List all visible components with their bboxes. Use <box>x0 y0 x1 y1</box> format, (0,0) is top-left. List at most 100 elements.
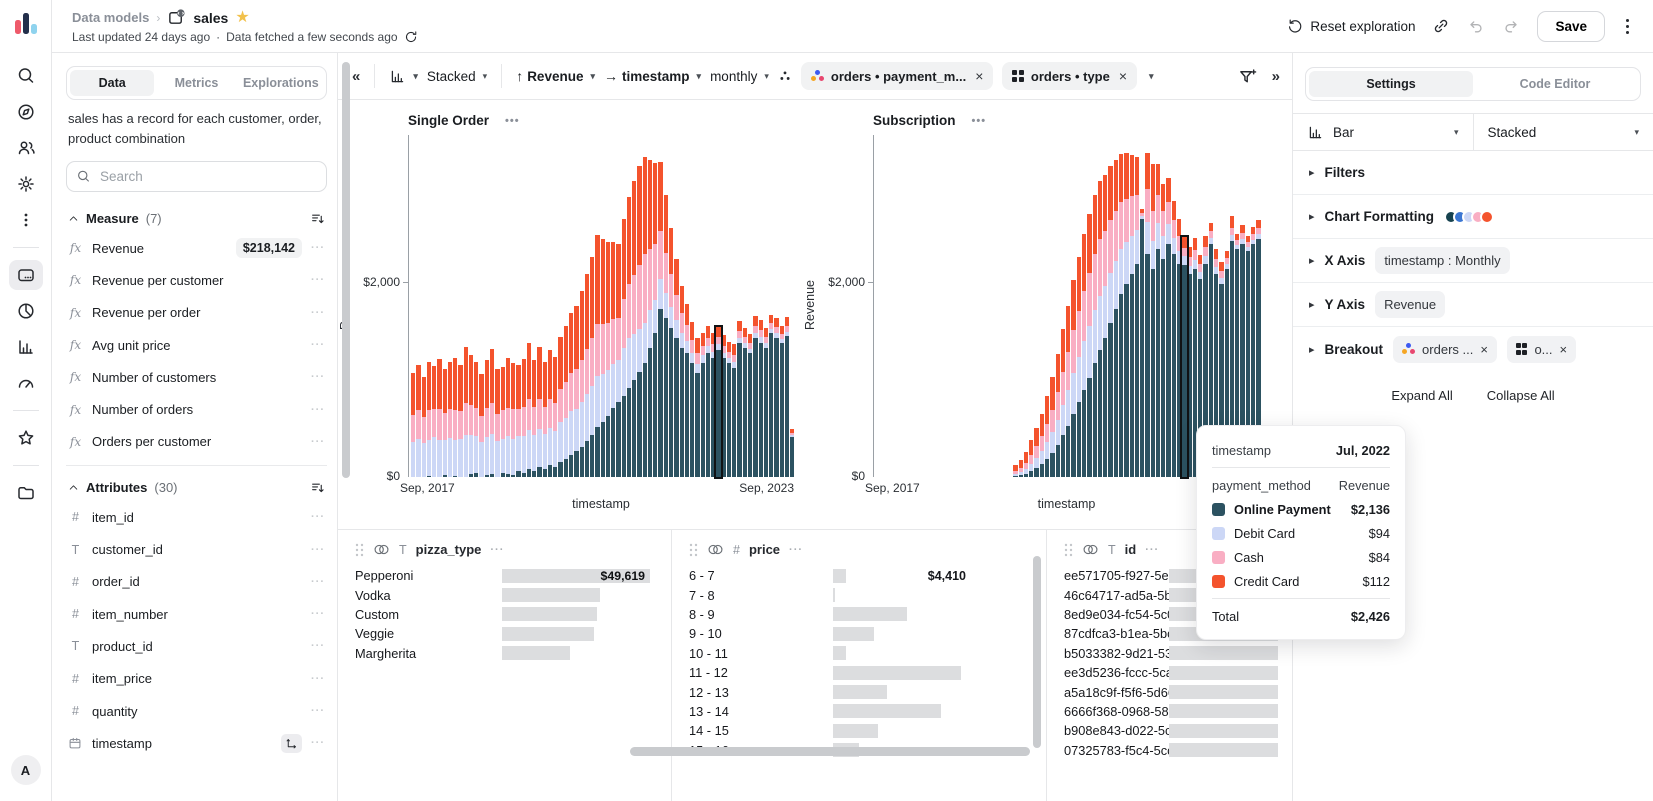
bar-column[interactable] <box>939 135 943 477</box>
bar-column[interactable] <box>929 135 933 477</box>
breakout-pill-type[interactable]: orders • type × <box>1002 62 1138 90</box>
bar-column[interactable] <box>642 135 647 477</box>
field-row-order_id[interactable]: # order_id ··· <box>66 566 327 598</box>
bar-column[interactable] <box>913 135 917 477</box>
bar-column[interactable] <box>1008 135 1012 477</box>
bar-chart-icon[interactable] <box>9 332 43 362</box>
bar-column[interactable] <box>887 135 891 477</box>
bar-column[interactable] <box>700 135 705 477</box>
bar-column[interactable] <box>489 135 495 477</box>
field-row-item_number[interactable]: # item_number ··· <box>66 598 327 630</box>
remove-pill-icon[interactable]: × <box>975 68 984 84</box>
table-row[interactable]: 07325783-f5c4-5cc... <box>1064 741 1278 760</box>
bar-column[interactable] <box>897 135 901 477</box>
bar-column[interactable] <box>1124 135 1129 477</box>
field-menu-icon[interactable]: ··· <box>311 737 325 750</box>
stack-mode-select[interactable]: Stacked ▾ <box>1474 114 1653 150</box>
field-menu-icon[interactable]: ··· <box>311 242 325 255</box>
bar-column[interactable] <box>437 135 442 477</box>
field-row-item_id[interactable]: # item_id ··· <box>66 501 327 533</box>
bar-column[interactable] <box>468 135 474 477</box>
bar-column[interactable] <box>411 135 416 477</box>
tab-metrics[interactable]: Metrics <box>174 76 219 90</box>
bar-column[interactable] <box>1166 135 1171 477</box>
collapse-left-icon[interactable]: « <box>352 67 361 85</box>
bar-column[interactable] <box>1192 135 1198 477</box>
bar-column[interactable] <box>1050 135 1055 477</box>
settings-gear-icon[interactable] <box>9 169 43 199</box>
bar-column[interactable] <box>621 135 626 477</box>
bar-column[interactable] <box>892 135 896 477</box>
bar-column[interactable] <box>769 135 774 477</box>
bar-column[interactable] <box>626 135 632 477</box>
section-chart-formatting[interactable]: ▸ Chart Formatting <box>1293 195 1653 239</box>
bar-column[interactable] <box>669 135 674 477</box>
bar-column[interactable] <box>511 135 516 477</box>
vertical-scrollbar[interactable] <box>1033 556 1041 748</box>
drag-handle-icon[interactable] <box>355 543 364 557</box>
add-filter-icon[interactable] <box>1238 67 1257 86</box>
bar-column[interactable] <box>516 135 521 477</box>
bar-column[interactable] <box>1224 135 1229 477</box>
table-row[interactable]: 6 - 7 $4,410 <box>689 566 1032 585</box>
column-menu-icon[interactable]: ··· <box>789 543 804 556</box>
section-x-axis[interactable]: ▸ X Axis timestamp : Monthly <box>1293 239 1653 283</box>
bar-column[interactable] <box>1214 135 1219 477</box>
bar-column[interactable] <box>1219 135 1224 477</box>
field-menu-icon[interactable]: ··· <box>311 339 325 352</box>
bar-column[interactable] <box>705 135 711 477</box>
bar-column[interactable] <box>1229 135 1235 477</box>
x-axis-pill[interactable]: timestamp : Monthly <box>1375 247 1510 274</box>
bar-column[interactable] <box>537 135 542 477</box>
table-row[interactable]: 7 - 8 <box>689 585 1032 604</box>
field-search[interactable] <box>66 161 327 192</box>
bar-column[interactable] <box>421 135 426 477</box>
bar-column[interactable] <box>442 135 447 477</box>
bar-column[interactable] <box>1071 135 1076 477</box>
bar-column[interactable] <box>1240 135 1245 477</box>
bar-column[interactable] <box>547 135 553 477</box>
field-menu-icon[interactable]: ··· <box>311 575 325 588</box>
bar-column[interactable] <box>1250 135 1256 477</box>
tab-code-editor[interactable]: Code Editor <box>1519 77 1591 91</box>
field-menu-icon[interactable]: ··· <box>311 306 325 319</box>
bar-column[interactable] <box>695 135 700 477</box>
refresh-icon[interactable] <box>404 30 418 44</box>
attributes-section-header[interactable]: Attributes (30) <box>66 473 327 501</box>
bar-column[interactable] <box>1018 135 1023 477</box>
field-menu-icon[interactable]: ··· <box>311 672 325 685</box>
bar-column[interactable] <box>918 135 922 477</box>
bar-column[interactable] <box>1066 135 1071 477</box>
field-menu-icon[interactable]: ··· <box>311 403 325 416</box>
bar-column[interactable] <box>742 135 747 477</box>
bar-column[interactable] <box>1129 135 1134 477</box>
bar-column[interactable] <box>711 135 716 477</box>
bar-column[interactable] <box>1097 135 1103 477</box>
field-row-number-of-orders[interactable]: fx Number of orders ··· <box>66 393 327 425</box>
bar-column[interactable] <box>647 135 653 477</box>
bar-column[interactable] <box>1177 135 1182 477</box>
bar-column[interactable] <box>568 135 574 477</box>
bar-column[interactable] <box>637 135 642 477</box>
bar-column[interactable] <box>779 135 784 477</box>
bar-column[interactable] <box>416 135 421 477</box>
bar-column[interactable] <box>474 135 479 477</box>
bar-column[interactable] <box>453 135 458 477</box>
more-kebab-icon[interactable] <box>9 205 43 235</box>
granularity-dropdown[interactable]: monthly ▾ <box>710 69 769 84</box>
bar-column[interactable] <box>908 135 912 477</box>
bar-column[interactable] <box>1081 135 1087 477</box>
bar-column[interactable] <box>1103 135 1108 477</box>
section-breakout[interactable]: ▸ Breakout orders ... × o... × <box>1293 327 1653 371</box>
bar-column[interactable] <box>763 135 769 477</box>
breakout-pill-payment-method[interactable]: orders • payment_m... × <box>800 62 994 90</box>
bar-column[interactable] <box>714 135 723 480</box>
field-row-revenue-per-order[interactable]: fx Revenue per order ··· <box>66 297 327 329</box>
field-menu-icon[interactable]: ··· <box>311 274 325 287</box>
bar-column[interactable] <box>1180 135 1189 480</box>
bar-column[interactable] <box>1039 135 1044 477</box>
section-y-axis[interactable]: ▸ Y Axis Revenue <box>1293 283 1653 327</box>
bar-column[interactable] <box>732 135 737 477</box>
bar-column[interactable] <box>574 135 579 477</box>
tab-explorations[interactable]: Explorations <box>242 76 319 90</box>
